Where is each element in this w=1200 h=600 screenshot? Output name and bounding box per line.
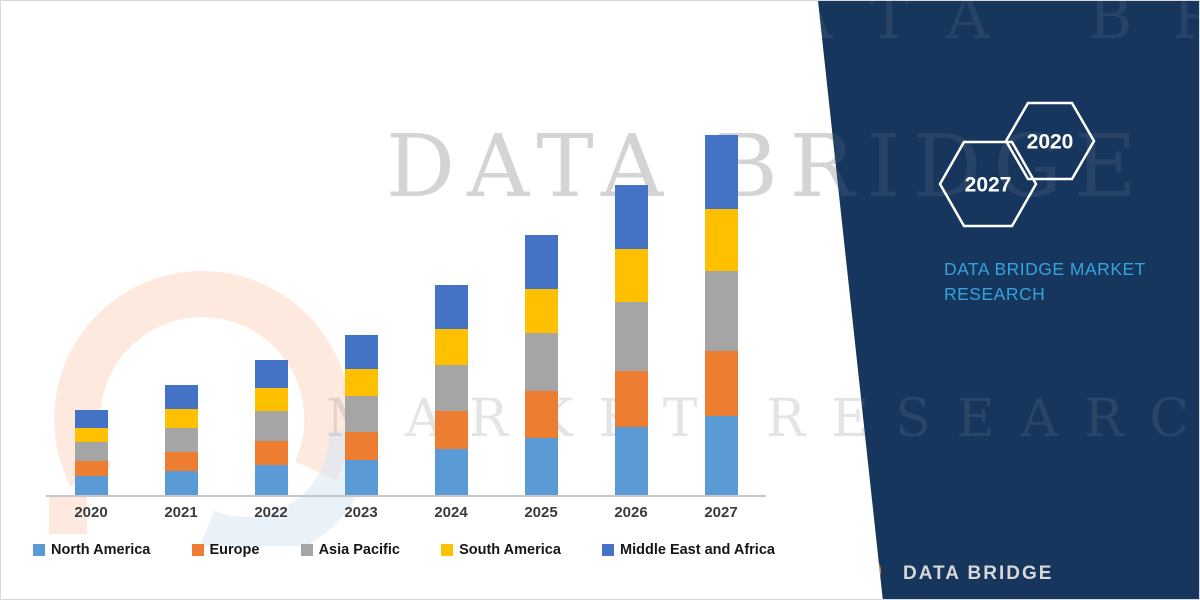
bar-segment-south-america [614, 249, 648, 302]
bar-column-2023 [316, 101, 406, 495]
bar-segment-asia-pacific [254, 411, 288, 441]
panel-watermark-2: MARKET RESEARCH [326, 389, 1200, 449]
bar-segment-asia-pacific [344, 396, 378, 432]
bar-segment-south-america [524, 289, 558, 333]
hexagon-year-2027: 2027 [965, 173, 1012, 196]
bar-segment-middle-east-and-africa [74, 410, 108, 428]
legend-item-europe: Europe [191, 542, 260, 558]
bar-segment-north-america [74, 476, 108, 495]
x-axis-label-2020: 2020 [74, 504, 108, 521]
stacked-bar-2026 [614, 185, 648, 495]
data-bridge-logo-icon [847, 550, 893, 597]
bar-segment-north-america [524, 438, 558, 495]
x-axis-label-2022: 2022 [254, 504, 288, 521]
bar-segment-south-america [164, 409, 198, 428]
hexagon-year-2020: 2020 [1027, 130, 1074, 153]
bar-segment-middle-east-and-africa [524, 235, 558, 289]
hexagon-outline-2020 [1004, 101, 1096, 181]
legend-item-north-america: North America [33, 542, 150, 558]
bar-segment-asia-pacific [434, 365, 468, 411]
legend-swatch-middle-east-and-africa [602, 544, 614, 556]
bar-column-2025 [496, 101, 586, 495]
legend-swatch-europe [191, 544, 204, 556]
bar-segment-middle-east-and-africa [344, 335, 378, 369]
panel-watermark-1: DATA BRIDGE [386, 117, 1149, 217]
x-axis-label-2026: 2026 [614, 504, 648, 521]
bar-column-2021 [136, 101, 226, 495]
legend-swatch-south-america [441, 544, 454, 556]
legend-label: Middle East and Africa [620, 542, 775, 558]
bar-segment-europe [704, 351, 738, 416]
stacked-bar-2024 [434, 285, 468, 495]
bar-segment-south-america [434, 329, 468, 365]
legend-swatch-north-america [33, 544, 45, 556]
bar-segment-middle-east-and-africa [614, 185, 648, 249]
stacked-bar-2020 [74, 410, 108, 495]
bar-column-2024 [406, 101, 496, 495]
legend-swatch-asia-pacific [300, 544, 313, 556]
legend-item-middle-east-and-africa: Middle East and Africa [602, 542, 775, 558]
bar-segment-europe [164, 452, 198, 471]
bar-column-2027 [676, 101, 766, 495]
x-axis-label-2023: 2023 [344, 504, 378, 521]
bar-segment-middle-east-and-africa [704, 135, 738, 209]
bar-segment-north-america [164, 471, 198, 495]
x-axis-label-2021: 2021 [164, 504, 198, 521]
x-axis-label-2024: 2024 [434, 504, 468, 521]
stacked-bar-plot [46, 101, 766, 497]
bar-segment-asia-pacific [704, 271, 738, 351]
x-axis-labels: 2020 2021 2022 2023 2024 2025 2026 2027 [46, 504, 766, 521]
bar-segment-europe [74, 461, 108, 476]
bar-segment-europe [254, 441, 288, 465]
bar-segment-north-america [254, 465, 288, 495]
bar-column-2022 [226, 101, 316, 495]
footer-brand-text: DATA BRIDGE [903, 562, 1054, 584]
bar-segment-south-america [344, 369, 378, 396]
stacked-bar-2022 [254, 360, 288, 495]
year-hexagons: 2027 2020 [926, 86, 1136, 246]
legend-label: Asia Pacific [318, 542, 400, 558]
legend-label: South America [459, 542, 561, 558]
brand-name-text: DATA BRIDGE MARKET RESEARCH [944, 259, 1146, 305]
bar-segment-middle-east-and-africa [164, 385, 198, 409]
bar-column-2026 [586, 101, 676, 495]
bar-column-2020 [46, 101, 136, 495]
bar-segment-south-america [254, 388, 288, 411]
bar-segment-europe [614, 371, 648, 427]
bar-segment-north-america [614, 427, 648, 495]
bar-segment-middle-east-and-africa [434, 285, 468, 329]
chart-legend: North America Europe Asia Pacific South Ame… [33, 542, 775, 558]
footer-brand: DATA BRIDGE [847, 550, 1053, 597]
bar-segment-south-america [704, 209, 738, 271]
stacked-bar-2023 [344, 335, 378, 495]
x-axis-label-2027: 2027 [704, 504, 738, 521]
bar-segment-asia-pacific [164, 428, 198, 452]
legend-label: North America [51, 542, 151, 558]
bar-segment-europe [434, 411, 468, 449]
legend-label: Europe [209, 542, 260, 558]
bar-segment-asia-pacific [614, 302, 648, 371]
hexagon-outline-2027 [938, 140, 1038, 228]
stacked-bar-2027 [704, 135, 738, 495]
bar-segment-north-america [344, 460, 378, 495]
bar-segment-middle-east-and-africa [254, 360, 288, 388]
legend-item-south-america: South America [441, 542, 561, 558]
panel-watermark-top: DATA BRIDGE [701, 0, 1199, 53]
bar-segment-north-america [434, 449, 468, 495]
stacked-bar-2025 [524, 235, 558, 495]
stacked-bar-2021 [164, 385, 198, 495]
bar-segment-europe [344, 432, 378, 460]
bar-segment-north-america [704, 416, 738, 495]
bar-segment-asia-pacific [524, 333, 558, 391]
bar-segment-europe [524, 391, 558, 438]
bar-segment-asia-pacific [74, 442, 108, 461]
legend-item-asia-pacific: Asia Pacific [300, 542, 400, 558]
x-axis-label-2025: 2025 [524, 504, 558, 521]
bar-segment-south-america [74, 428, 108, 442]
